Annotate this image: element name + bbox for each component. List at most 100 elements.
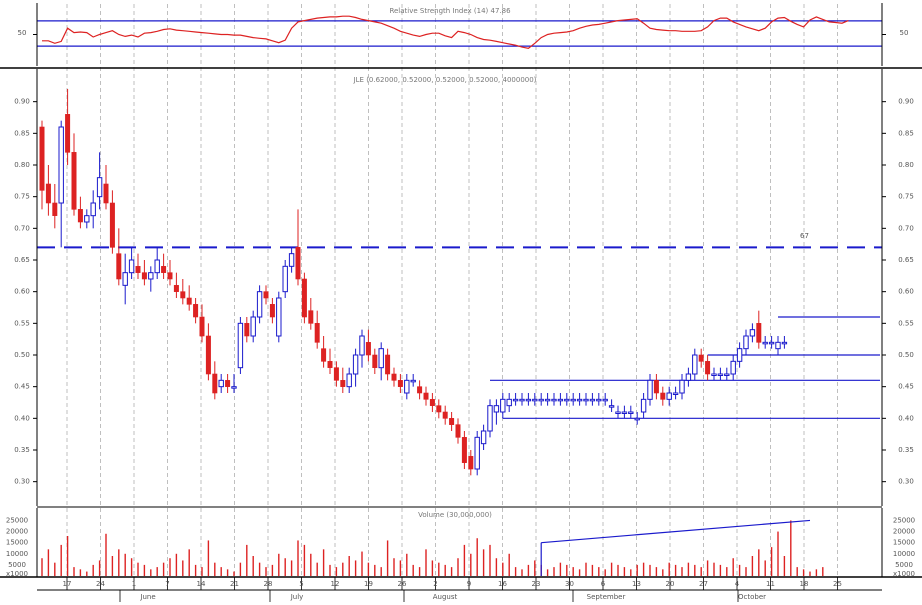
candle-body-down (141, 272, 147, 280)
candle-body-up (122, 272, 128, 286)
volume-tick-label-left: 5000 (8, 561, 26, 569)
price-tick-label-right: 0.90 (898, 98, 914, 106)
candle-body-down (173, 285, 179, 292)
price-tick-label-right: 0.40 (898, 414, 914, 422)
price-tick-label-right: 0.55 (898, 319, 914, 327)
candle-body-up (602, 398, 608, 402)
x-tick-label: 25 (833, 580, 842, 588)
x-tick-label: 5 (299, 580, 303, 588)
candle-body-down (186, 297, 192, 305)
candle-body-down (442, 411, 448, 419)
volume-tick-label-right: 15000 (893, 539, 915, 547)
x-tick-label: 20 (666, 580, 675, 588)
candle-body-up (724, 373, 730, 376)
volume-tick-label-left: 20000 (6, 528, 28, 536)
candle-body-up (237, 322, 244, 369)
candle-body-up (256, 291, 263, 318)
candle-body-up (538, 398, 544, 402)
candle-body-down (756, 323, 762, 343)
candle-body-up (519, 398, 525, 402)
candle-body-up (570, 398, 576, 402)
candle-body-up (346, 373, 352, 388)
x-tick-label: 6 (601, 580, 606, 588)
candle-body-down (301, 278, 307, 318)
rsi-line (42, 15, 849, 50)
candle-body-up (378, 348, 384, 369)
candle-body-down (212, 373, 218, 394)
x-tick-label: 9 (467, 580, 471, 588)
candle-body-down (244, 323, 250, 337)
candle-body-up (544, 398, 551, 402)
candle-body-down (116, 253, 122, 280)
candle-body-down (199, 316, 205, 337)
candle-body-up (596, 398, 602, 402)
month-label: June (139, 593, 155, 601)
candle-body-up (717, 373, 724, 376)
candle-body-up (474, 436, 480, 470)
candle-body-down (365, 342, 371, 356)
volume-tick-label-right: 20000 (893, 528, 915, 536)
x-tick-label: 18 (800, 580, 809, 588)
candle-body-down (449, 418, 455, 425)
x-tick-label: 16 (498, 580, 507, 588)
price-tick-label-left: 0.40 (14, 414, 30, 422)
volume-tick-label-right: x1000 (893, 570, 915, 578)
x-axis: 17 24 1 7 14 21 28 5 12 19 26 2 9 16 23 30 6 13 20 27 4 11 18 2… (37, 577, 882, 602)
x-tick-label: 21 (230, 580, 239, 588)
candle-body-up (551, 398, 557, 402)
candle-body-up (564, 398, 570, 402)
candle-body-up (250, 316, 256, 337)
rsi-panel: Relative Strength Index (14) 47.86 50 50 (18, 7, 908, 50)
candle-body-up (231, 386, 237, 389)
price-tick-label-left: 0.70 (14, 224, 30, 232)
price-tick-label-left: 0.55 (14, 319, 30, 327)
candle-body-up (692, 354, 698, 375)
volume-tick-label-right: 5000 (895, 561, 913, 569)
price-tick-label-right: 0.80 (898, 161, 914, 169)
candle-body-down (45, 183, 51, 204)
x-tick-label: 7 (165, 580, 169, 588)
month-label: September (587, 593, 626, 601)
x-tick-label: 17 (63, 580, 72, 588)
price-tick-label-left: 0.65 (14, 256, 30, 264)
candle-body-up (487, 405, 493, 432)
candle-body-up (730, 360, 736, 375)
price-tick-label-right: 0.35 (898, 446, 914, 454)
vertical-gridlines (66, 4, 838, 577)
candle-body-up (148, 272, 154, 280)
candle-body-down (193, 304, 199, 318)
candle-body-down (295, 247, 301, 280)
candle-body-down (461, 437, 467, 463)
x-tick-label: 12 (331, 580, 340, 588)
x-tick-label: 30 (565, 580, 574, 588)
candle-body-up (58, 126, 64, 204)
candle-body-up (493, 405, 500, 413)
candle-body-up (672, 392, 679, 395)
candle-body-up (532, 398, 538, 402)
candle-body-down (269, 304, 275, 318)
candle-body-down (372, 354, 378, 368)
candle-body-up (154, 259, 160, 274)
month-label: August (433, 593, 458, 601)
candle-body-up (512, 398, 519, 402)
candle-body-up (768, 341, 775, 345)
candle-body-up (576, 398, 583, 402)
volume-tick-label-left: 15000 (6, 539, 28, 547)
candle-body-up (743, 335, 749, 350)
dashed-level-label: 67 (800, 232, 809, 240)
candle-body-down (161, 266, 167, 273)
price-tick-label-right: 0.30 (898, 478, 914, 486)
volume-title: Volume (30,000,000) (418, 511, 492, 519)
candle-body-up (640, 398, 647, 413)
price-tick-label-right: 0.60 (898, 288, 914, 296)
x-tick-label: 26 (398, 580, 407, 588)
x-tick-label: 2 (433, 580, 437, 588)
x-tick-label: 24 (96, 580, 105, 588)
price-tick-label-right: 0.70 (898, 224, 914, 232)
price-tick-label-left: 0.35 (14, 446, 30, 454)
candle-body-down (436, 405, 442, 413)
x-tick-label: 28 (264, 580, 273, 588)
candle-body-down (308, 310, 314, 324)
candle-body-up (679, 379, 685, 394)
candle-body-down (385, 354, 391, 375)
